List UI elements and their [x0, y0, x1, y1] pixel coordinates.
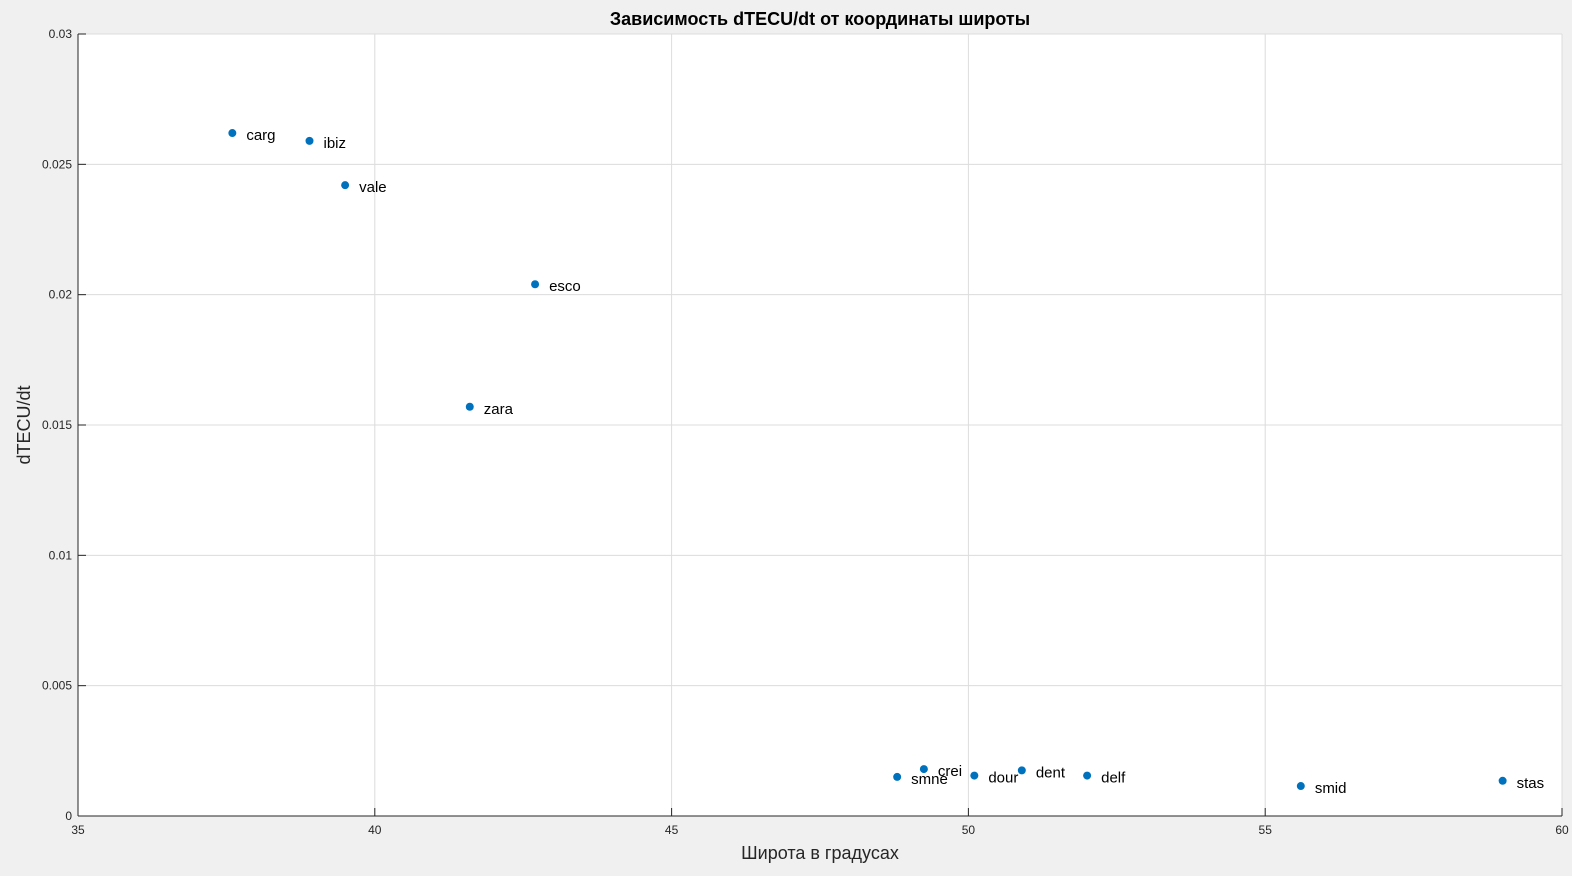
- data-point-ibiz: [305, 136, 314, 145]
- x-tick-label: 45: [665, 823, 679, 837]
- point-label-dent: dent: [1036, 764, 1066, 781]
- point-label-stas: stas: [1517, 775, 1545, 792]
- data-point-stas: [1498, 776, 1507, 785]
- x-ticks: 35 40 45 50 55 60: [71, 808, 1569, 837]
- y-tick-label: 0.015: [42, 418, 72, 432]
- point-label-ibiz: ibiz: [324, 135, 347, 152]
- data-point-dent: [1017, 766, 1026, 775]
- x-tick-label: 55: [1259, 823, 1273, 837]
- point-label-esco: esco: [549, 278, 581, 295]
- point-label-crei: crei: [938, 763, 962, 780]
- y-tick-label: 0.01: [49, 548, 73, 562]
- y-axis-label: dTECU/dt: [14, 385, 34, 464]
- data-point-delf: [1083, 771, 1092, 780]
- y-tick-label: 0: [65, 809, 72, 823]
- y-tick-label: 0.025: [42, 157, 72, 171]
- y-ticks: 0 0.005 0.01 0.015 0.02 0.025 0.03: [42, 27, 86, 823]
- data-point-crei: [919, 765, 928, 774]
- data-point-dour: [970, 771, 979, 780]
- x-axis-label: Широта в градусах: [741, 843, 899, 863]
- data-point-esco: [531, 280, 540, 289]
- point-label-smid: smid: [1315, 780, 1347, 797]
- point-label-dour: dour: [988, 770, 1018, 787]
- data-point-smne: [893, 772, 902, 781]
- x-tick-label: 40: [368, 823, 382, 837]
- y-tick-label: 0.03: [49, 27, 73, 41]
- point-label-delf: delf: [1101, 770, 1126, 787]
- point-label-carg: carg: [246, 127, 275, 144]
- point-label-zara: zara: [484, 401, 514, 418]
- chart-title: Зависимость dTECU/dt от координаты широт…: [610, 9, 1030, 29]
- data-point-smid: [1296, 782, 1305, 791]
- x-tick-label: 35: [71, 823, 85, 837]
- data-point-zara: [465, 402, 474, 411]
- x-tick-label: 60: [1555, 823, 1569, 837]
- y-tick-label: 0.005: [42, 679, 72, 693]
- data-points: [228, 129, 1507, 791]
- data-point-carg: [228, 129, 237, 138]
- y-tick-label: 0.02: [49, 288, 73, 302]
- point-label-vale: vale: [359, 179, 387, 196]
- data-point-vale: [341, 181, 350, 190]
- point-label-smne: smne: [911, 771, 948, 788]
- x-tick-label: 50: [962, 823, 976, 837]
- grid: [78, 33, 1563, 816]
